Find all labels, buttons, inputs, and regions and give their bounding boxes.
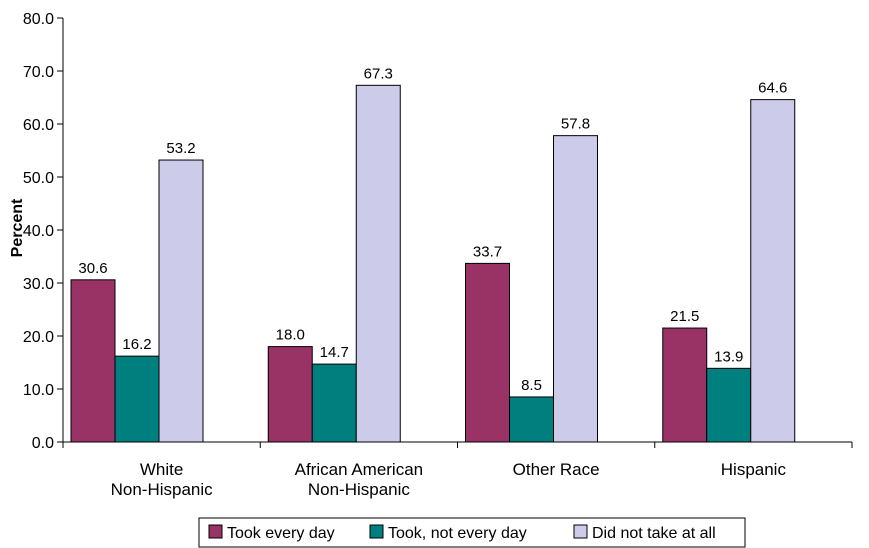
- bars: 30.6 16.2 53.2 18.0 14.7 67.3 33.7 8.5 57.8 21.5 1…: [70, 65, 796, 443]
- y-tick-label: 0.0: [32, 435, 54, 452]
- legend: Took every day Took, not every day Did not…: [198, 517, 746, 548]
- bar: [114, 355, 160, 443]
- data-label: 67.3: [364, 65, 393, 82]
- bar: [70, 279, 116, 443]
- data-label: 21.5: [670, 308, 699, 325]
- data-label: 33.7: [473, 243, 502, 260]
- category-label: African American: [295, 460, 424, 479]
- y-tick-label: 50.0: [23, 170, 54, 187]
- y-axis-title: Percent: [9, 198, 26, 257]
- bar: [311, 363, 357, 443]
- legend-box: [198, 517, 746, 548]
- data-label: 57.8: [561, 116, 590, 133]
- category-label: Non-Hispanic: [111, 480, 214, 499]
- bar: [706, 367, 752, 443]
- data-label: 53.2: [166, 140, 195, 157]
- bar: [267, 346, 313, 443]
- data-label: 16.2: [122, 336, 151, 353]
- legend-swatch: [208, 524, 223, 539]
- legend-label: Took every day: [227, 525, 335, 542]
- category-label: Hispanic: [721, 460, 787, 479]
- y-tick-label: 10.0: [23, 382, 54, 399]
- y-tick-label: 60.0: [23, 117, 54, 134]
- y-tick-label: 30.0: [23, 276, 54, 293]
- category-label: Other Race: [513, 460, 600, 479]
- data-label: 13.9: [714, 348, 743, 365]
- y-tick-label: 70.0: [23, 64, 54, 81]
- category-label: Non-Hispanic: [308, 480, 411, 499]
- bar: [662, 327, 708, 443]
- y-tick-label: 20.0: [23, 329, 54, 346]
- data-label: 8.5: [521, 377, 542, 394]
- y-axis: 0.0 10.0 20.0 30.0 40.0 50.0 60.0 70.0 80.0: [23, 11, 64, 452]
- legend-label: Took, not every day: [388, 525, 527, 542]
- y-tick-label: 40.0: [23, 223, 54, 240]
- data-label: 30.6: [78, 260, 107, 277]
- category-label: White: [140, 460, 183, 479]
- data-label: 18.0: [276, 327, 305, 344]
- bar: [553, 135, 598, 443]
- legend-swatch: [369, 524, 384, 539]
- bar: [158, 159, 204, 443]
- bar: [465, 262, 510, 443]
- legend-label: Did not take at all: [592, 525, 716, 542]
- y-tick-label: 80.0: [23, 11, 54, 28]
- legend-swatch: [573, 524, 588, 539]
- bar: [750, 99, 796, 443]
- bar: [509, 396, 554, 443]
- bar: [355, 84, 401, 443]
- data-label: 14.7: [320, 344, 349, 361]
- data-label: 64.6: [758, 80, 787, 97]
